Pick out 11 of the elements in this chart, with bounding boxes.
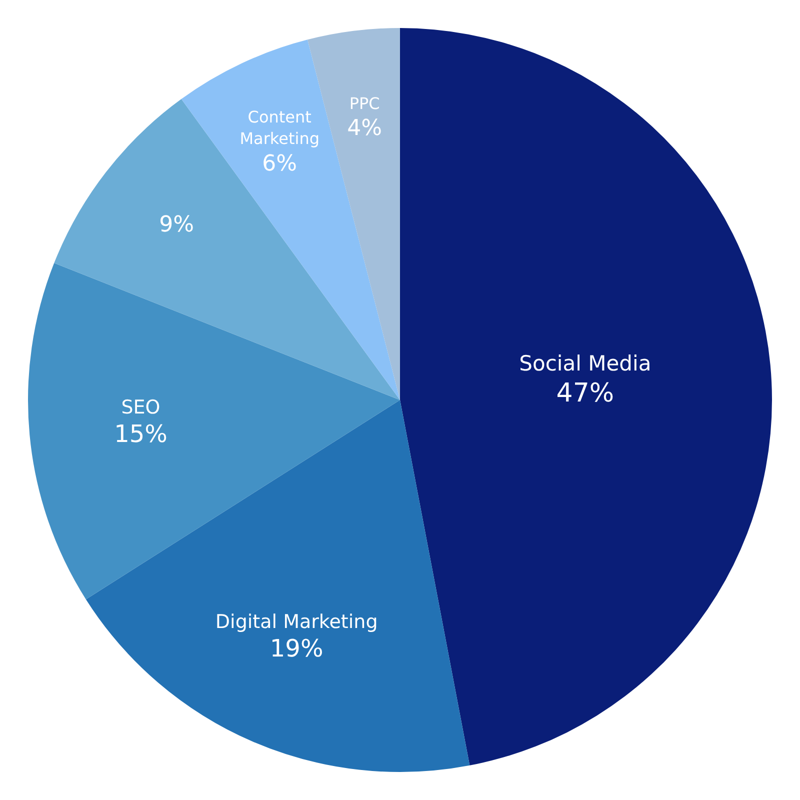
slice-label: Content Marketing: [240, 108, 320, 148]
data-label: 15%: [114, 420, 168, 448]
data-label: 6%: [262, 151, 298, 176]
data-label: 47%: [556, 378, 614, 408]
data-label: 19%: [270, 634, 324, 662]
slice-label: SEO: [121, 396, 160, 418]
slice-label: Digital Marketing: [215, 610, 378, 633]
slice-label: PPC: [349, 94, 380, 113]
slice-label: Social Media: [519, 352, 652, 376]
data-label: 4%: [347, 116, 382, 141]
data-label: 9%: [159, 212, 194, 238]
